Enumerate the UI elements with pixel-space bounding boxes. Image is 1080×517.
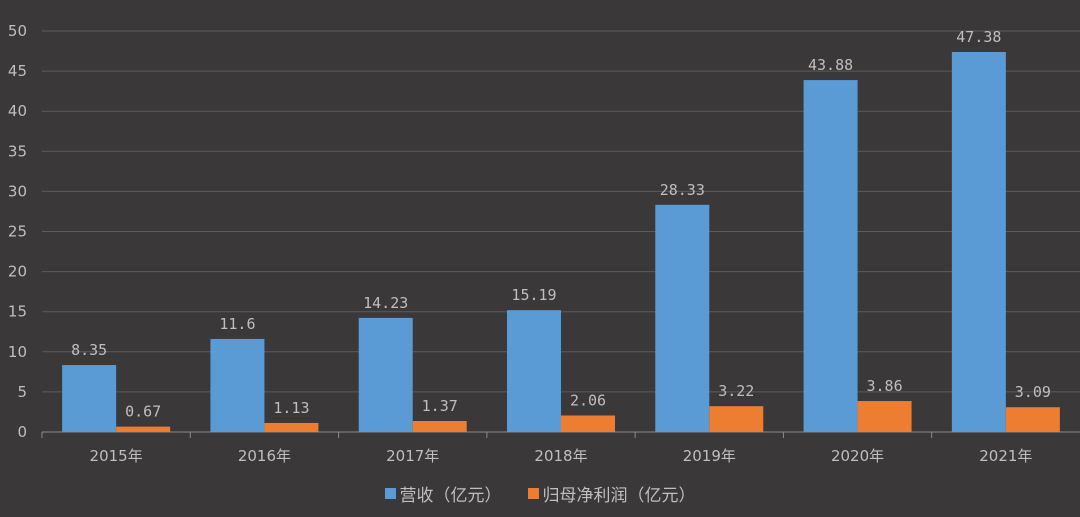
bar-revenue-6 [951, 52, 1006, 433]
data-label-revenue-1: 11.6 [219, 315, 255, 333]
bar-revenue-4 [655, 204, 710, 432]
data-label-profit-1: 1.13 [273, 399, 309, 417]
x-tick-label-1: 2016年 [238, 447, 291, 465]
bar-profit-1 [264, 422, 319, 432]
bar-revenue-1 [210, 338, 265, 432]
y-tick-label-20: 20 [8, 263, 27, 281]
legend-label-revenue: 营收（亿元） [399, 485, 502, 506]
bar-revenue-5 [803, 80, 858, 432]
y-tick-label-50: 50 [8, 22, 27, 40]
y-tick-label-10: 10 [8, 343, 27, 361]
data-label-revenue-3: 15.19 [511, 286, 556, 304]
bar-revenue-3 [507, 310, 561, 432]
chart-legend: 营收（亿元） 归母净利润（亿元） [0, 476, 1080, 510]
bar-profit-4 [709, 406, 764, 432]
legend-label-profit: 归母净利润（亿元） [542, 485, 696, 506]
data-label-profit-0: 0.67 [125, 403, 161, 421]
x-tick-label-6: 2021年 [979, 447, 1032, 465]
x-tick-label-0: 2015年 [90, 447, 143, 465]
bar-profit-2 [412, 421, 467, 432]
y-tick-label-25: 25 [8, 223, 27, 241]
y-tick-label-35: 35 [8, 142, 27, 160]
bar-profit-5 [857, 401, 912, 432]
data-label-revenue-5: 43.88 [808, 56, 853, 74]
bar-profit-6 [1005, 407, 1060, 432]
y-tick-label-40: 40 [8, 102, 27, 120]
y-tick-label-30: 30 [8, 182, 27, 200]
data-label-revenue-2: 14.23 [363, 294, 408, 312]
x-tick-label-4: 2019年 [683, 447, 736, 465]
y-tick-label-15: 15 [8, 303, 27, 321]
data-label-revenue-6: 47.38 [956, 28, 1001, 46]
x-tick-label-5: 2020年 [831, 447, 884, 465]
data-label-profit-2: 1.37 [422, 397, 458, 415]
x-tick-label-3: 2018年 [534, 447, 587, 465]
legend-item-profit: 归母净利润（亿元） [527, 481, 696, 506]
legend-swatch-profit [527, 487, 539, 499]
y-tick-label-45: 45 [8, 62, 27, 80]
data-label-profit-3: 2.06 [570, 391, 606, 409]
legend-item-revenue: 营收（亿元） [384, 481, 502, 506]
data-label-profit-5: 3.86 [867, 377, 903, 395]
data-label-profit-6: 3.09 [1015, 383, 1051, 401]
data-label-profit-4: 3.22 [718, 382, 754, 400]
data-label-revenue-4: 28.33 [660, 181, 705, 199]
bar-revenue-2 [358, 317, 413, 432]
bar-profit-0 [116, 426, 171, 432]
legend-swatch-revenue [384, 487, 396, 499]
x-tick-label-2: 2017年 [386, 447, 439, 465]
bar-revenue-0 [62, 365, 117, 432]
bar-profit-3 [561, 415, 615, 432]
y-tick-label-0: 0 [17, 423, 27, 441]
y-tick-label-5: 5 [17, 383, 27, 401]
data-label-revenue-0: 8.35 [71, 341, 107, 359]
